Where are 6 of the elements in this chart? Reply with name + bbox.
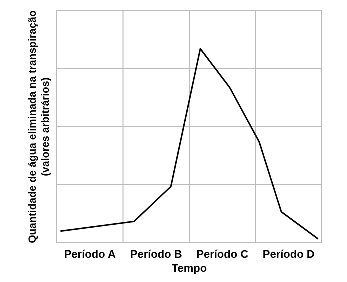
x-axis-title: Tempo (172, 263, 208, 275)
y-axis-title: Quantidade de água eliminada na transpiração (valores arbitrários) (27, 10, 52, 244)
x-tick-label: Período D (262, 249, 315, 261)
x-tick-label: Período B (130, 249, 182, 261)
x-tick-label: Período C (196, 249, 249, 261)
x-tick-label: Período A (64, 249, 116, 261)
